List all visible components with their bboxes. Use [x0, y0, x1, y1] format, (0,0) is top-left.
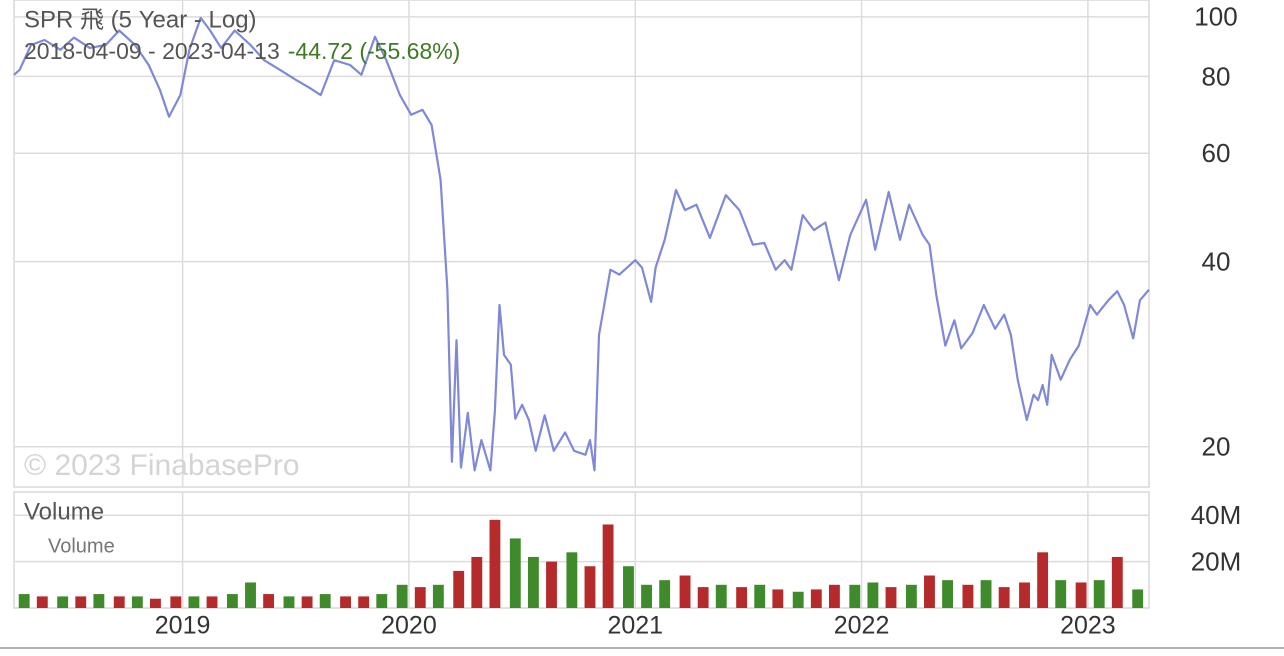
volume-bar: [432, 584, 444, 608]
volume-bar: [924, 575, 935, 608]
volume-bar: [602, 524, 614, 608]
volume-bar: [980, 580, 992, 608]
volume-bar: [206, 596, 218, 608]
volume-bar: [57, 596, 69, 608]
x-tick-label: 2022: [834, 612, 890, 640]
volume-bar: [715, 584, 727, 608]
volume-bar: [150, 598, 161, 608]
volume-bar: [1037, 552, 1049, 608]
volume-bar: [75, 596, 87, 608]
volume-bar: [319, 594, 331, 608]
volume-bar: [453, 570, 465, 608]
volume-bar: [792, 591, 804, 608]
volume-bar: [962, 584, 974, 608]
x-tick-label: 2019: [155, 612, 211, 640]
y-tick-label: 100: [1194, 2, 1237, 32]
volume-bar: [226, 594, 238, 608]
volume-bar: [1055, 580, 1067, 608]
volume-bar: [396, 584, 408, 608]
volume-bar: [471, 556, 483, 608]
volume-bar: [301, 596, 313, 608]
volume-bar: [509, 538, 521, 608]
volume-bar: [376, 594, 388, 608]
volume-bar: [828, 584, 840, 608]
volume-bar: [849, 584, 861, 608]
volume-bar: [885, 587, 897, 608]
x-tick-label: 2021: [607, 612, 663, 640]
date-range: 2018-04-09 - 2023-04-13 -44.72 (-55.68%): [24, 38, 460, 64]
y-tick-label: 20: [1202, 432, 1231, 462]
volume-bar: [998, 587, 1010, 608]
marks: [13, 16, 1150, 608]
watermark: © 2023 FinabasePro: [24, 449, 300, 482]
volume-bar: [358, 596, 370, 608]
labels: © 2023 FinabasePro SPR 飛 (5 Year - Log) …: [24, 2, 1241, 640]
volume-bar: [641, 584, 652, 608]
volume-bar: [93, 594, 105, 608]
chart-title: SPR 飛 (5 Year - Log): [24, 6, 257, 33]
volume-bar: [188, 596, 200, 608]
volume-bar: [340, 596, 351, 608]
volume-bar: [905, 584, 917, 608]
volume-bar: [18, 594, 30, 608]
x-tick-label: 2023: [1060, 612, 1116, 640]
volume-bar: [36, 596, 48, 608]
volume-bar: [754, 584, 766, 608]
y-tick-label: 80: [1202, 61, 1231, 91]
volume-bar: [489, 519, 501, 608]
grid: [14, 0, 1149, 608]
volume-bar: [697, 587, 709, 608]
volume-bar: [414, 587, 426, 608]
volume-bar: [263, 594, 275, 608]
volume-bar: [942, 580, 954, 608]
volume-bar: [659, 580, 671, 608]
volume-bar: [1075, 582, 1087, 608]
volume-bar: [546, 561, 557, 608]
x-tick-label: 2020: [381, 612, 437, 640]
volume-bar: [131, 596, 143, 608]
volume-bar: [1093, 580, 1105, 608]
volume-bar: [584, 566, 596, 608]
volume-bar: [245, 582, 256, 608]
volume-bar: [283, 596, 295, 608]
volume-bar: [623, 566, 634, 608]
volume-bar: [170, 596, 182, 608]
price-change: -44.72 (-55.68%): [288, 38, 461, 64]
legend-entry: Volume: [48, 535, 115, 557]
y-tick-label: 60: [1202, 138, 1231, 168]
volume-bar: [113, 596, 125, 608]
volume-bar: [527, 556, 539, 608]
volume-bar: [566, 552, 578, 608]
volume-bar: [736, 587, 748, 608]
price-frame: [13, 0, 1150, 488]
volume-title: Volume: [24, 498, 104, 525]
volume-bar: [810, 589, 822, 608]
y-tick-label: 20M: [1191, 546, 1242, 576]
volume-bar: [772, 589, 784, 608]
volume-frame: [13, 491, 1150, 609]
price-line: [13, 16, 1150, 472]
volume-bar: [1019, 582, 1030, 608]
date-range-text: 2018-04-09 - 2023-04-13: [24, 38, 280, 64]
y-tick-label: 40M: [1191, 500, 1242, 530]
volume-bar: [679, 575, 691, 608]
y-tick-label: 40: [1202, 246, 1231, 276]
volume-bar: [1132, 589, 1144, 608]
volume-bar: [1111, 556, 1123, 608]
volume-bar: [867, 582, 879, 608]
